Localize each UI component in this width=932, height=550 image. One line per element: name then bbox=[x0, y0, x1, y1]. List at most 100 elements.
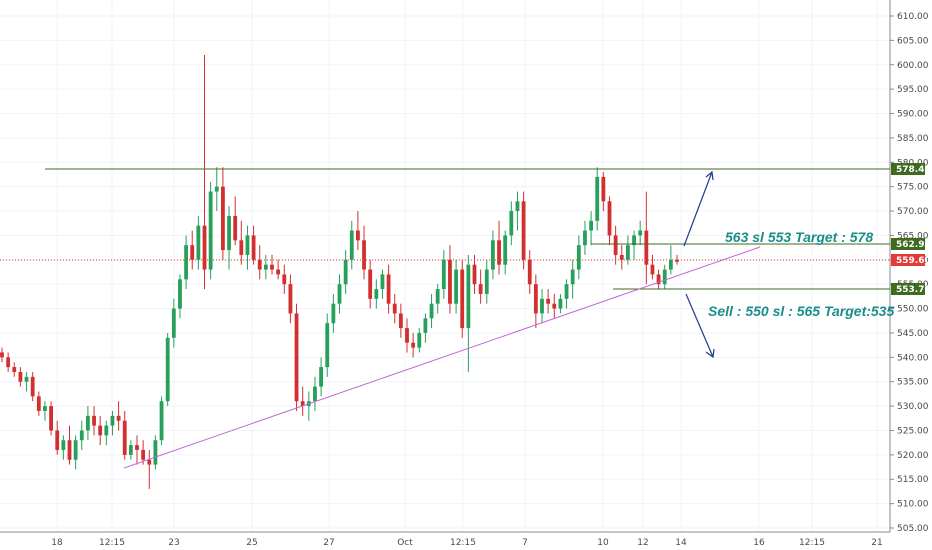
candle bbox=[607, 196, 612, 246]
candle-body bbox=[583, 230, 587, 246]
candle-body bbox=[362, 240, 366, 270]
candle-body bbox=[184, 245, 188, 280]
time-axis-ticks: 18 12:15 23 25 27 Oct 12:15 7 10 12 14 16 12:15 21 bbox=[51, 538, 882, 548]
candle-body bbox=[300, 401, 305, 407]
candle bbox=[12, 362, 17, 377]
y-tick-label: 590.00 bbox=[897, 110, 929, 120]
candle-body bbox=[128, 445, 133, 455]
candle bbox=[411, 332, 416, 358]
candle-body bbox=[601, 176, 606, 202]
candle-body bbox=[153, 440, 158, 465]
candle-body bbox=[589, 220, 593, 231]
level-tag-562: 562.95 bbox=[891, 238, 931, 250]
candle-body bbox=[509, 211, 514, 236]
candle bbox=[368, 259, 373, 309]
candle-body bbox=[356, 230, 360, 241]
candle-body bbox=[171, 308, 176, 338]
candle bbox=[601, 172, 606, 212]
candle-body bbox=[435, 289, 440, 304]
candle-body bbox=[12, 367, 17, 372]
candle bbox=[325, 313, 330, 377]
candle-body bbox=[546, 298, 551, 304]
candle-body bbox=[178, 279, 182, 309]
y-tick-label: 570.00 bbox=[897, 207, 929, 217]
up-arrow[interactable] bbox=[683, 170, 714, 247]
candle bbox=[36, 391, 41, 416]
candle-body bbox=[122, 420, 127, 455]
candle-body bbox=[380, 274, 385, 290]
candle bbox=[18, 367, 23, 387]
candle bbox=[49, 401, 53, 436]
candle-body bbox=[613, 235, 618, 255]
candle bbox=[141, 440, 146, 465]
candle bbox=[263, 254, 268, 280]
candle bbox=[662, 264, 667, 290]
candle-body bbox=[61, 440, 66, 450]
candle-body bbox=[104, 425, 109, 436]
x-tick-label: 23 bbox=[168, 538, 179, 548]
candle bbox=[221, 167, 225, 260]
y-tick-label: 510.00 bbox=[897, 500, 929, 510]
y-tick-label: 605.00 bbox=[897, 36, 929, 46]
candle-body bbox=[159, 401, 164, 441]
candle bbox=[239, 220, 244, 265]
x-tick-label: 14 bbox=[675, 538, 687, 548]
candle bbox=[208, 181, 213, 280]
sell-setup-annotation[interactable]: Sell : 550 sl : 565 Target:535 bbox=[708, 303, 894, 319]
candle-body bbox=[533, 284, 538, 314]
candle bbox=[644, 191, 649, 285]
candle-body bbox=[116, 415, 121, 421]
candle-body bbox=[484, 269, 489, 294]
candle bbox=[533, 274, 538, 329]
buy-setup-annotation[interactable]: 563 sl 553 Target : 578 bbox=[725, 229, 873, 245]
candle-body bbox=[18, 371, 23, 382]
candle bbox=[472, 254, 477, 294]
candle bbox=[202, 55, 207, 290]
candle-body bbox=[423, 318, 428, 333]
candle-body bbox=[67, 440, 72, 460]
candle-body bbox=[368, 269, 373, 299]
y-tick-label: 505.00 bbox=[897, 524, 929, 534]
candle-body bbox=[454, 269, 458, 304]
y-tick-label: 515.00 bbox=[897, 475, 929, 485]
ascending-trendline[interactable] bbox=[123, 246, 761, 469]
y-tick-label: 550.00 bbox=[897, 305, 929, 315]
candle bbox=[92, 406, 96, 436]
candle bbox=[153, 435, 158, 470]
down-arrow[interactable] bbox=[685, 293, 715, 359]
candle bbox=[374, 279, 379, 309]
candle bbox=[515, 191, 520, 231]
candle-body bbox=[668, 259, 673, 270]
y-tick-label: 595.00 bbox=[897, 85, 929, 95]
candle-body bbox=[263, 264, 268, 270]
candle bbox=[632, 230, 636, 260]
x-tick-label: 12:15 bbox=[799, 538, 825, 548]
candle bbox=[135, 435, 139, 465]
candle bbox=[668, 245, 673, 275]
candle bbox=[417, 328, 422, 353]
candle-body bbox=[552, 303, 557, 309]
price-axis-ticks: 610.00605.00600.00595.00590.00585.00580.… bbox=[890, 12, 929, 534]
candle-body bbox=[257, 259, 262, 270]
candle bbox=[392, 293, 397, 324]
candle-body bbox=[282, 274, 287, 285]
candle bbox=[0, 347, 4, 363]
candle bbox=[527, 250, 532, 294]
candle-body bbox=[441, 259, 446, 290]
candle bbox=[552, 293, 557, 319]
candle-body bbox=[202, 225, 207, 270]
candle-body bbox=[165, 337, 170, 402]
candle-body bbox=[644, 230, 649, 265]
x-tick-label: 21 bbox=[871, 538, 882, 548]
candle bbox=[435, 284, 440, 314]
time-axis-panel[interactable] bbox=[0, 532, 890, 550]
candle-body bbox=[331, 303, 336, 324]
candle-body bbox=[343, 259, 348, 285]
y-tick-label: 565.00 bbox=[897, 231, 929, 241]
candle-body bbox=[374, 289, 379, 299]
candle bbox=[362, 225, 366, 280]
candle-body bbox=[135, 445, 139, 450]
candle bbox=[86, 406, 90, 441]
candle bbox=[398, 303, 403, 338]
